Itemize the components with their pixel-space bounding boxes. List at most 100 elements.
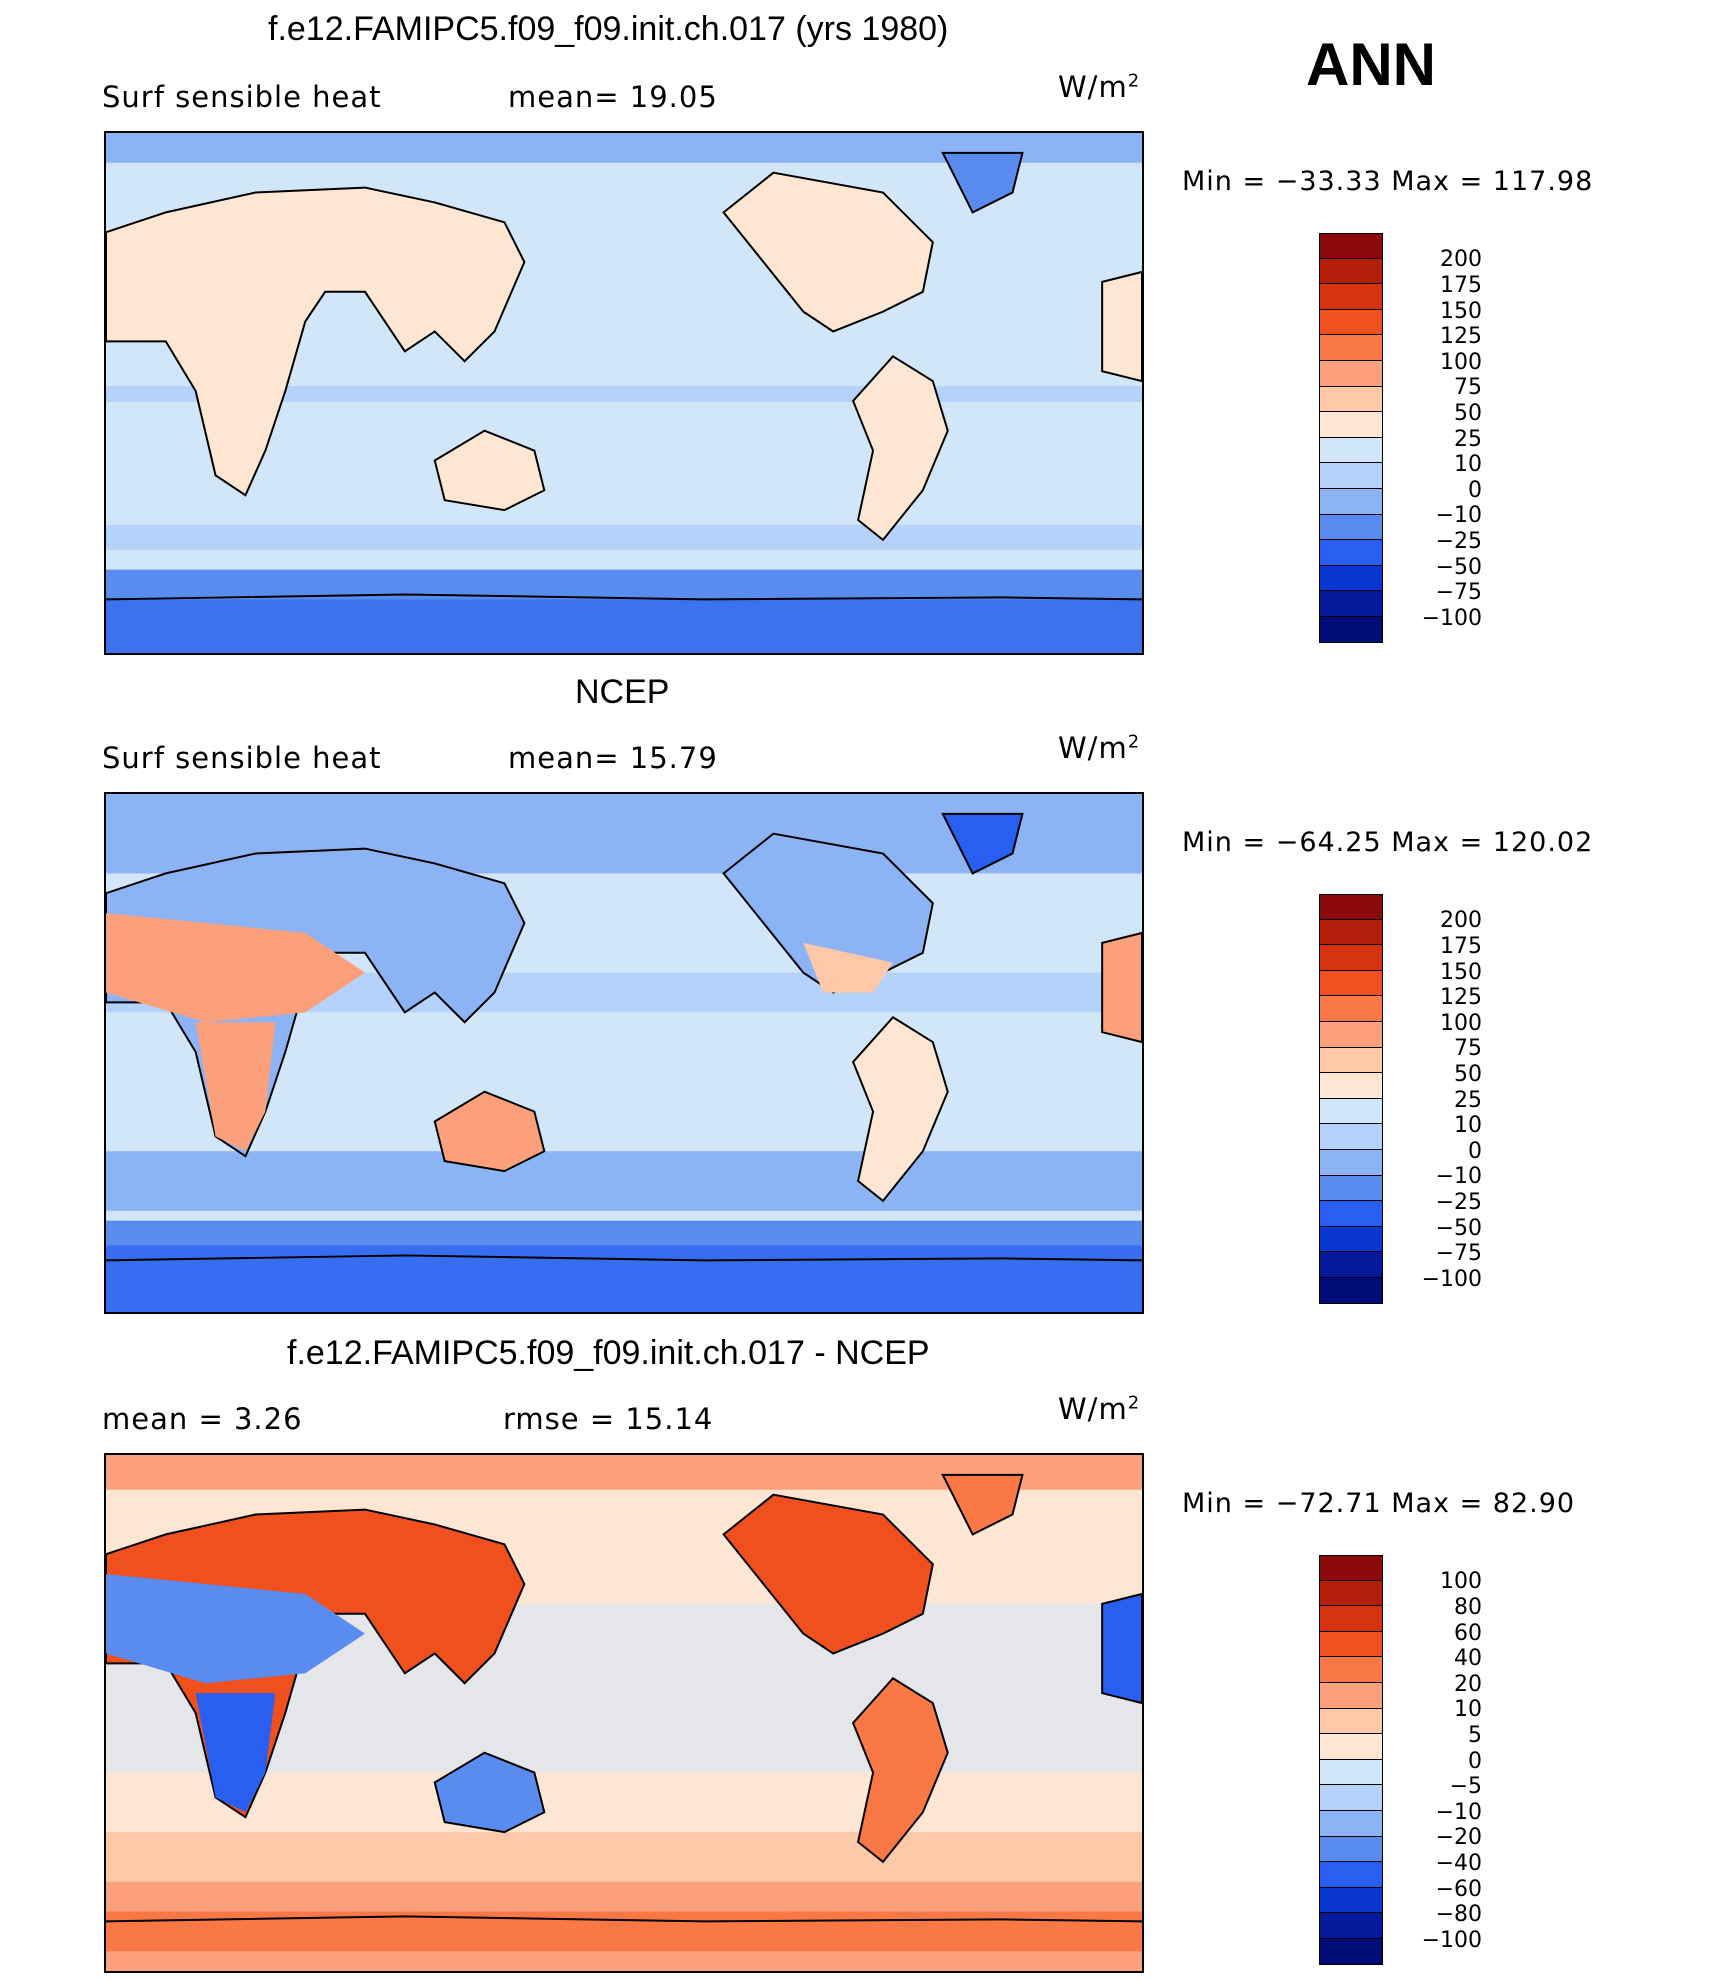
colorbar-swatch bbox=[1319, 1580, 1383, 1607]
colorbar-swatch bbox=[1319, 1938, 1383, 1965]
colorbar-swatch bbox=[1319, 360, 1383, 387]
colorbar-label: −100 bbox=[1421, 606, 1482, 631]
colorbar-label: 0 bbox=[1468, 1139, 1482, 1164]
panel1-mean-label: mean= 19.05 bbox=[508, 80, 718, 114]
colorbar-swatch bbox=[1319, 1073, 1383, 1099]
colorbar-label: 100 bbox=[1440, 350, 1482, 375]
colorbar-swatch bbox=[1319, 284, 1383, 310]
panel2-colorbar bbox=[1319, 894, 1383, 1304]
colorbar-swatch bbox=[1319, 1252, 1383, 1278]
panel3-colorbar bbox=[1319, 1555, 1383, 1965]
panel3-title: f.e12.FAMIPC5.f09_f09.init.ch.017 - NCEP bbox=[287, 1334, 930, 1372]
colorbar-label: −10 bbox=[1435, 503, 1482, 528]
panel3-units: W/m2 bbox=[1058, 1392, 1141, 1426]
colorbar-swatch bbox=[1319, 1708, 1383, 1735]
panel3-map-svg bbox=[106, 1455, 1142, 1971]
colorbar-label: −10 bbox=[1435, 1164, 1482, 1189]
colorbar-swatch bbox=[1319, 1810, 1383, 1837]
colorbar-swatch bbox=[1319, 1149, 1383, 1176]
colorbar-label: 10 bbox=[1454, 1697, 1482, 1722]
colorbar-swatch bbox=[1319, 1175, 1383, 1202]
continents bbox=[106, 1473, 1142, 1923]
panel1-minmax: Min = −33.33 Max = 117.98 bbox=[1182, 166, 1594, 197]
panel2-map bbox=[104, 792, 1144, 1314]
panel2-units: W/m2 bbox=[1058, 731, 1141, 765]
colorbar-swatch bbox=[1319, 412, 1383, 438]
colorbar-swatch bbox=[1319, 233, 1383, 259]
panel2-variable-label: Surf sensible heat bbox=[102, 741, 382, 775]
colorbar-swatch bbox=[1319, 463, 1383, 489]
colorbar-swatch bbox=[1319, 1862, 1383, 1888]
colorbar-swatch bbox=[1319, 1098, 1383, 1125]
colorbar-label: 125 bbox=[1440, 324, 1482, 349]
colorbar-swatch bbox=[1319, 1759, 1383, 1786]
colorbar-swatch bbox=[1319, 996, 1383, 1022]
colorbar-swatch bbox=[1319, 309, 1383, 336]
panel1-map-svg bbox=[106, 133, 1142, 653]
colorbar-label: 100 bbox=[1440, 1569, 1482, 1594]
panel1-variable-label: Surf sensible heat bbox=[102, 80, 382, 114]
colorbar-label: 5 bbox=[1468, 1723, 1482, 1748]
colorbar-swatch bbox=[1319, 591, 1383, 617]
colorbar-swatch bbox=[1319, 1887, 1383, 1914]
colorbar-swatch bbox=[1319, 386, 1383, 413]
colorbar-label: 50 bbox=[1454, 401, 1482, 426]
colorbar-label: 40 bbox=[1454, 1646, 1482, 1671]
continents bbox=[106, 812, 1142, 1262]
colorbar-label: 20 bbox=[1454, 1672, 1482, 1697]
panel1-title: f.e12.FAMIPC5.f09_f09.init.ch.017 (yrs 1… bbox=[268, 10, 949, 48]
colorbar-swatch bbox=[1319, 1682, 1383, 1709]
colorbar-swatch bbox=[1319, 335, 1383, 361]
colorbar-label: −25 bbox=[1435, 1190, 1482, 1215]
colorbar-swatch bbox=[1319, 945, 1383, 971]
panel2-map-svg bbox=[106, 794, 1142, 1312]
colorbar-swatch bbox=[1319, 1047, 1383, 1074]
colorbar-swatch bbox=[1319, 1555, 1383, 1581]
colorbar-swatch bbox=[1319, 1606, 1383, 1632]
panel2-title: NCEP bbox=[575, 673, 670, 711]
colorbar-swatch bbox=[1319, 1201, 1383, 1227]
colorbar-label: −60 bbox=[1435, 1877, 1482, 1902]
colorbar-swatch bbox=[1319, 1913, 1383, 1939]
colorbar-swatch bbox=[1319, 1785, 1383, 1811]
colorbar-label: −100 bbox=[1421, 1928, 1482, 1953]
colorbar-label: 0 bbox=[1468, 478, 1482, 503]
colorbar-swatch bbox=[1319, 1657, 1383, 1683]
season-label: ANN bbox=[1306, 31, 1436, 98]
colorbar-label: 50 bbox=[1454, 1062, 1482, 1087]
colorbar-label: −5 bbox=[1449, 1774, 1482, 1799]
colorbar-swatch bbox=[1319, 894, 1383, 920]
colorbar-swatch bbox=[1319, 437, 1383, 464]
colorbar-swatch bbox=[1319, 1277, 1383, 1304]
colorbar-swatch bbox=[1319, 514, 1383, 541]
colorbar-label: −80 bbox=[1435, 1902, 1482, 1927]
colorbar-label: 25 bbox=[1454, 1088, 1482, 1113]
colorbar-label: 10 bbox=[1454, 1113, 1482, 1138]
panel1-units: W/m2 bbox=[1058, 70, 1141, 104]
colorbar-swatch bbox=[1319, 1021, 1383, 1048]
colorbar-swatch bbox=[1319, 540, 1383, 566]
colorbar-swatch bbox=[1319, 565, 1383, 592]
colorbar-label: 150 bbox=[1440, 299, 1482, 324]
colorbar-label: −10 bbox=[1435, 1800, 1482, 1825]
colorbar-label: 25 bbox=[1454, 427, 1482, 452]
colorbar-label: 0 bbox=[1468, 1749, 1482, 1774]
continents bbox=[106, 151, 1142, 601]
colorbar-swatch bbox=[1319, 1631, 1383, 1658]
colorbar-swatch bbox=[1319, 970, 1383, 997]
colorbar-label: −40 bbox=[1435, 1851, 1482, 1876]
colorbar-swatch bbox=[1319, 488, 1383, 515]
colorbar-swatch bbox=[1319, 258, 1383, 285]
panel1-map bbox=[104, 131, 1144, 655]
colorbar-label: 75 bbox=[1454, 375, 1482, 400]
colorbar-label: −25 bbox=[1435, 529, 1482, 554]
panel3-map bbox=[104, 1453, 1144, 1973]
panel1-colorbar bbox=[1319, 233, 1383, 643]
colorbar-label: 150 bbox=[1440, 960, 1482, 985]
colorbar-label: 200 bbox=[1440, 247, 1482, 272]
colorbar-label: −100 bbox=[1421, 1267, 1482, 1292]
colorbar-label: 10 bbox=[1454, 452, 1482, 477]
colorbar-swatch bbox=[1319, 1124, 1383, 1150]
panel2-minmax: Min = −64.25 Max = 120.02 bbox=[1182, 827, 1594, 858]
panel2-mean-label: mean= 15.79 bbox=[508, 741, 718, 775]
